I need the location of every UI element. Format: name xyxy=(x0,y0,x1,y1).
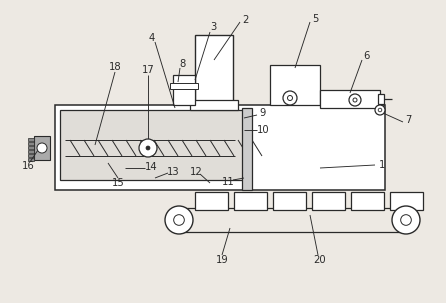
Bar xyxy=(170,83,198,89)
Text: 2: 2 xyxy=(242,15,248,25)
Circle shape xyxy=(165,206,193,234)
Text: 13: 13 xyxy=(167,167,179,177)
Text: 7: 7 xyxy=(405,115,411,125)
Bar xyxy=(28,158,34,161)
Text: 5: 5 xyxy=(312,14,318,24)
Text: 3: 3 xyxy=(210,22,216,32)
Text: 8: 8 xyxy=(180,59,186,69)
Text: 11: 11 xyxy=(222,177,235,187)
Text: 20: 20 xyxy=(314,255,326,265)
Text: 10: 10 xyxy=(257,125,269,135)
Bar xyxy=(351,192,384,210)
Bar xyxy=(242,108,252,190)
Bar xyxy=(312,192,345,210)
Bar xyxy=(270,65,320,105)
Circle shape xyxy=(283,91,297,105)
Circle shape xyxy=(146,146,150,150)
Circle shape xyxy=(349,94,361,106)
Circle shape xyxy=(139,139,157,157)
Text: 4: 4 xyxy=(149,33,155,43)
Bar xyxy=(390,192,423,210)
Text: 12: 12 xyxy=(190,167,202,177)
Bar xyxy=(378,94,384,104)
Circle shape xyxy=(375,105,385,115)
Bar xyxy=(234,192,267,210)
Text: 9: 9 xyxy=(260,108,266,118)
Bar xyxy=(28,142,34,145)
Bar xyxy=(28,146,34,149)
Bar xyxy=(195,35,233,105)
Text: 16: 16 xyxy=(21,161,34,171)
Text: 1: 1 xyxy=(379,160,385,170)
Text: 6: 6 xyxy=(363,51,369,61)
Bar xyxy=(28,138,34,141)
Bar xyxy=(60,110,245,180)
Text: 14: 14 xyxy=(145,162,157,172)
Bar xyxy=(195,192,228,210)
Bar xyxy=(173,75,195,105)
Text: 18: 18 xyxy=(109,62,121,72)
Bar xyxy=(190,100,238,110)
Text: 17: 17 xyxy=(142,65,154,75)
Bar xyxy=(34,136,50,160)
Circle shape xyxy=(37,143,47,153)
Bar xyxy=(320,90,380,108)
Circle shape xyxy=(392,206,420,234)
Bar xyxy=(28,154,34,157)
Bar xyxy=(55,105,385,190)
Text: 15: 15 xyxy=(112,178,124,188)
Text: 19: 19 xyxy=(215,255,228,265)
Bar xyxy=(273,192,306,210)
Bar xyxy=(28,150,34,153)
